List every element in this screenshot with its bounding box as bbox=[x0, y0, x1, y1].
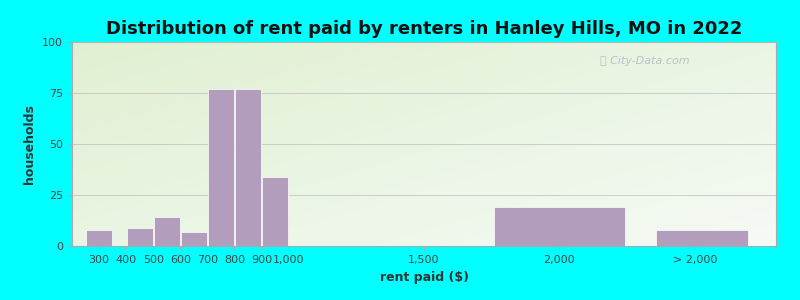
Text: ⓘ City-Data.com: ⓘ City-Data.com bbox=[600, 56, 690, 66]
Bar bbox=[235, 89, 261, 246]
Y-axis label: households: households bbox=[23, 104, 37, 184]
Bar bbox=[126, 228, 153, 246]
Bar bbox=[86, 230, 112, 246]
Bar bbox=[181, 232, 207, 246]
X-axis label: rent paid ($): rent paid ($) bbox=[379, 271, 469, 284]
Bar bbox=[494, 207, 625, 246]
Bar bbox=[154, 218, 180, 246]
Bar bbox=[262, 177, 288, 246]
Bar bbox=[655, 230, 747, 246]
Title: Distribution of rent paid by renters in Hanley Hills, MO in 2022: Distribution of rent paid by renters in … bbox=[106, 20, 742, 38]
Bar bbox=[208, 89, 234, 246]
